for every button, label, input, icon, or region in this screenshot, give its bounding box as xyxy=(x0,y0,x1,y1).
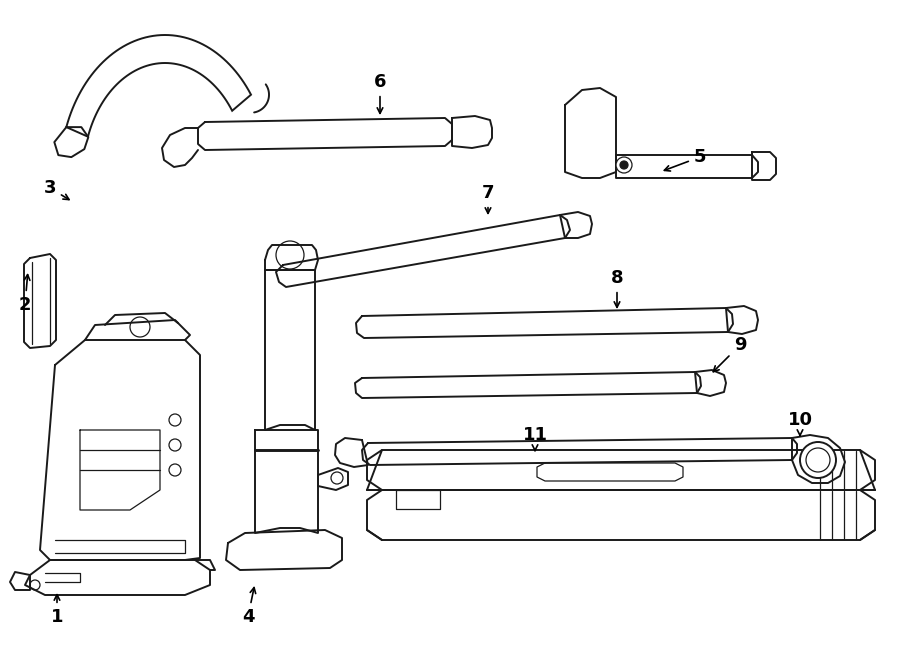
Text: 8: 8 xyxy=(611,269,624,307)
Circle shape xyxy=(620,161,628,169)
Circle shape xyxy=(800,442,836,478)
Text: 4: 4 xyxy=(242,588,256,626)
Circle shape xyxy=(616,157,632,173)
Text: 7: 7 xyxy=(482,184,494,214)
Text: 10: 10 xyxy=(788,411,813,436)
Text: 2: 2 xyxy=(19,274,32,314)
Text: 11: 11 xyxy=(523,426,547,451)
Text: 1: 1 xyxy=(50,595,63,626)
Text: 9: 9 xyxy=(714,336,746,371)
Text: 5: 5 xyxy=(664,148,707,171)
Text: 6: 6 xyxy=(374,73,386,113)
Text: 3: 3 xyxy=(44,179,69,200)
